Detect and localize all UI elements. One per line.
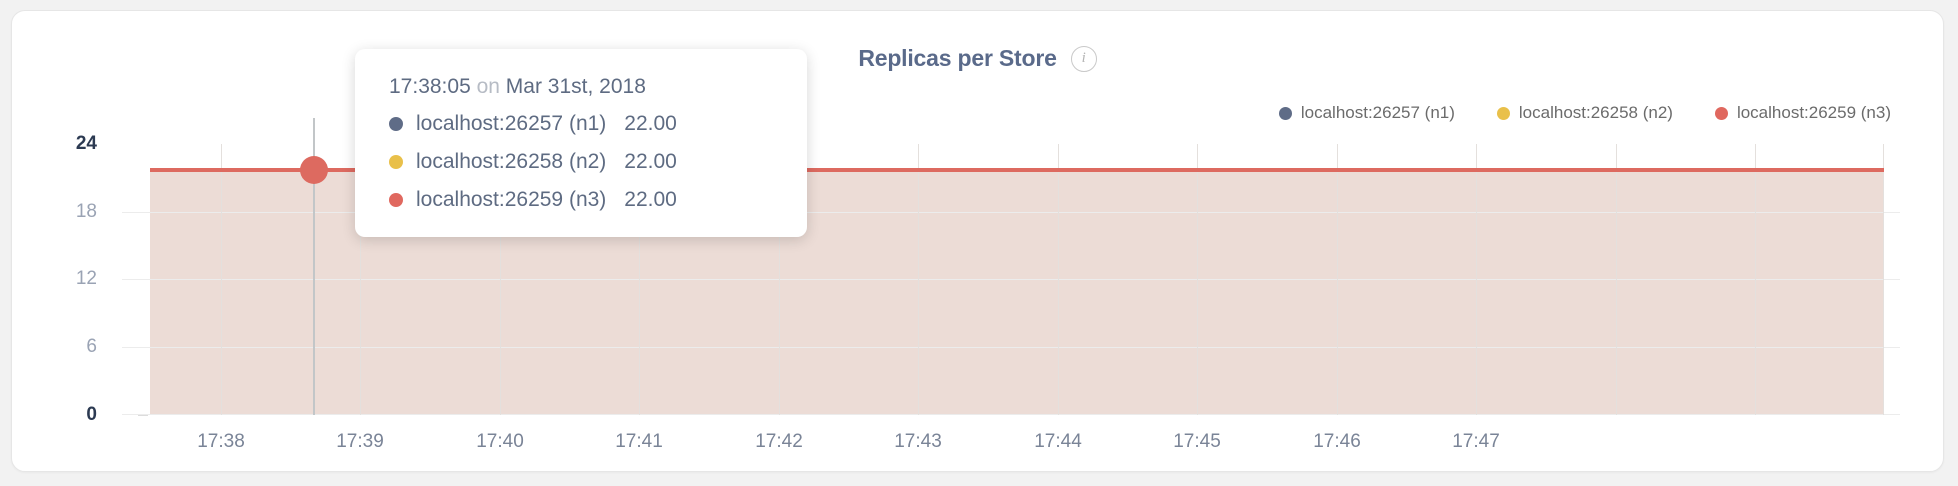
tooltip-row-n1: localhost:26257 (n1) 22.00 <box>355 105 807 143</box>
gridline-x-end3 <box>1883 144 1884 415</box>
legend-dot-icon <box>1714 106 1728 120</box>
plot-area[interactable] <box>122 118 1900 415</box>
y-tick-6: 6 <box>86 336 97 357</box>
tooltip-series-value: 22.00 <box>624 188 677 211</box>
x-tick-1744: 17:44 <box>1034 431 1082 452</box>
tooltip-row-n3: localhost:26259 (n3) 22.00 <box>355 181 807 219</box>
y-tick-24: 24 <box>75 133 97 154</box>
tooltip-time: 17:38:05 <box>389 75 471 98</box>
gridline-x-1747 <box>1476 144 1477 415</box>
gridline-x-1740 <box>500 144 501 415</box>
hover-tooltip: 17:38:05 on Mar 31st, 2018 localhost:262… <box>355 49 807 237</box>
gridline-18 <box>122 212 1900 213</box>
gridline-x-1742 <box>779 144 780 415</box>
x-tick-1743: 17:43 <box>894 431 942 452</box>
tooltip-series-value: 22.00 <box>624 150 677 173</box>
tooltip-dot-icon <box>389 193 403 207</box>
page-title: Replicas per Store <box>858 45 1057 71</box>
tooltip-series-name: localhost:26259 (n3) <box>416 188 607 211</box>
gridline-x-end <box>1616 144 1617 415</box>
gridline-x-end2 <box>1755 144 1756 415</box>
gridline-x-1745 <box>1197 144 1198 415</box>
x-tick-1738: 17:38 <box>197 431 245 452</box>
gridline-12 <box>122 279 1900 280</box>
legend-label: localhost:26258 (n2) <box>1518 103 1673 122</box>
y-tick-0: 0 <box>86 404 97 425</box>
chart-legend: localhost:26257 (n1) localhost:26258 (n2… <box>1278 103 1891 123</box>
legend-item-n2[interactable]: localhost:26258 (n2) <box>1496 103 1673 123</box>
y-tick-dash <box>138 415 148 416</box>
gridline-6 <box>122 347 1900 348</box>
chart-card: Replicas per Store i localhost:26257 (n1… <box>11 10 1944 472</box>
gridline-x-1739 <box>360 144 361 415</box>
legend-label: localhost:26257 (n1) <box>1300 103 1455 122</box>
tooltip-row-n2: localhost:26258 (n2) 22.00 <box>355 143 807 181</box>
tooltip-date: Mar 31st, 2018 <box>505 75 646 98</box>
legend-dot-icon <box>1496 106 1510 120</box>
tooltip-series-name: localhost:26257 (n1) <box>416 112 607 135</box>
tooltip-dot-icon <box>389 155 403 169</box>
series-line-n3 <box>150 168 1884 172</box>
gridline-x-1741 <box>639 144 640 415</box>
gridline-0 <box>122 414 1900 415</box>
y-axis-label: replicas <box>12 84 13 143</box>
legend-item-n3[interactable]: localhost:26259 (n3) <box>1714 103 1891 123</box>
legend-label: localhost:26259 (n3) <box>1736 103 1891 122</box>
x-tick-1739: 17:39 <box>336 431 384 452</box>
x-tick-1741: 17:41 <box>615 431 663 452</box>
x-tick-1740: 17:40 <box>476 431 524 452</box>
y-tick-12: 12 <box>75 268 97 289</box>
y-tick-18: 18 <box>75 201 97 222</box>
tooltip-series-value: 22.00 <box>624 112 677 135</box>
tooltip-dot-icon <box>389 117 403 131</box>
info-circle-icon[interactable]: i <box>1070 45 1097 72</box>
x-tick-1742: 17:42 <box>755 431 803 452</box>
chart-header: Replicas per Store i <box>12 45 1943 72</box>
x-tick-1746: 17:46 <box>1313 431 1361 452</box>
gridline-x-1738 <box>221 144 222 415</box>
tooltip-timestamp: 17:38:05 on Mar 31st, 2018 <box>355 75 807 105</box>
tooltip-series-name: localhost:26258 (n2) <box>416 150 607 173</box>
gridline-x-1746 <box>1337 144 1338 415</box>
x-tick-1745: 17:45 <box>1173 431 1221 452</box>
x-tick-1747: 17:47 <box>1452 431 1500 452</box>
legend-item-n1[interactable]: localhost:26257 (n1) <box>1278 103 1455 123</box>
hover-point-marker-n3[interactable] <box>300 156 328 184</box>
gridline-x-1743 <box>918 144 919 415</box>
legend-dot-icon <box>1278 106 1292 120</box>
gridline-x-1744 <box>1058 144 1059 415</box>
hover-crosshair-line <box>313 118 315 415</box>
tooltip-on-word: on <box>476 75 500 98</box>
